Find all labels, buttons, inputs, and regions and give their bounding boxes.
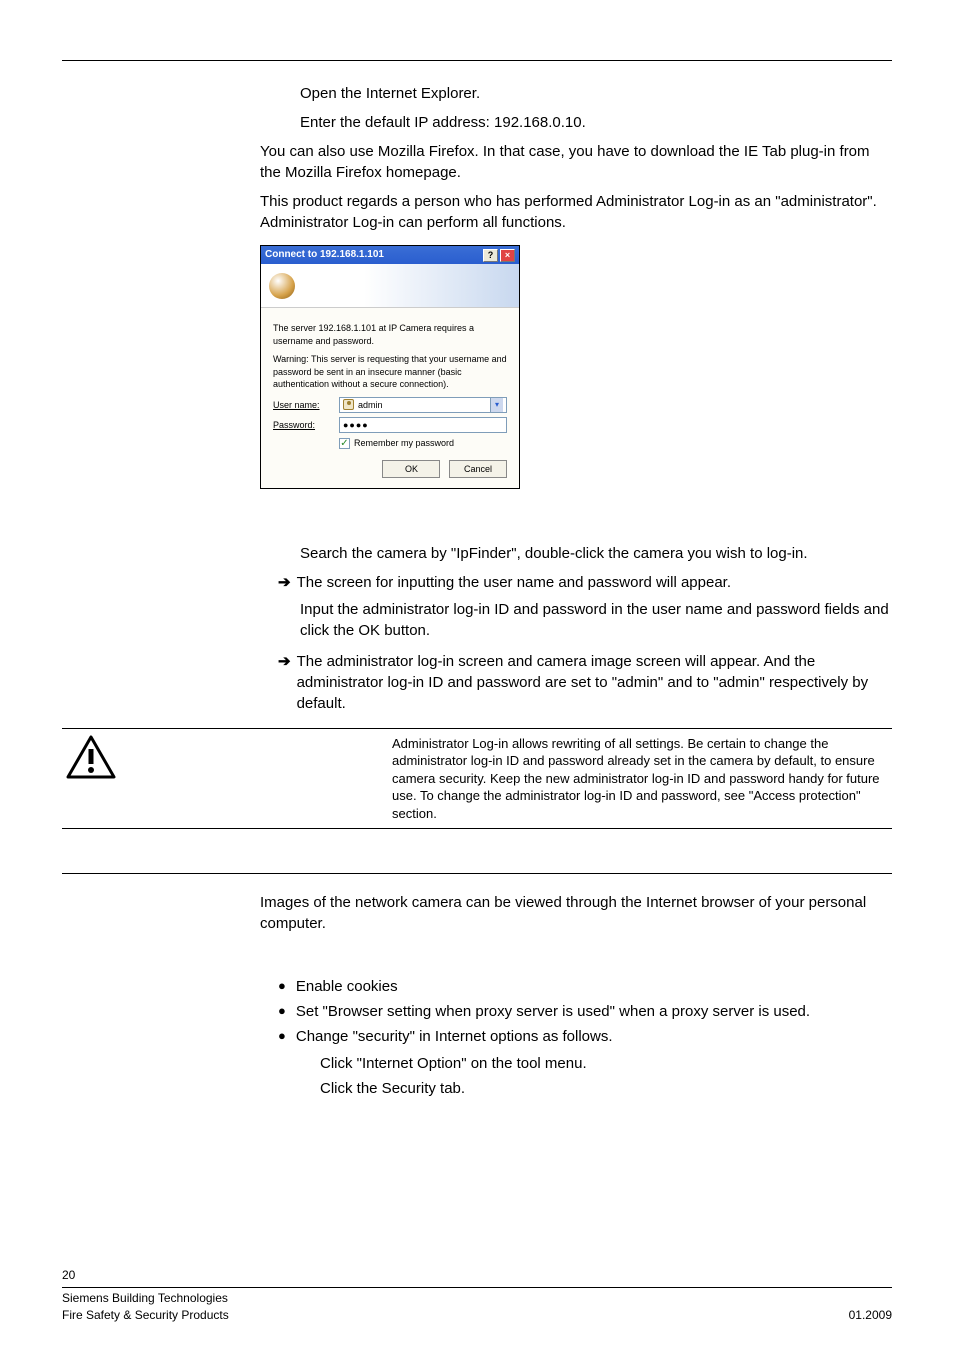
footer-line2-left: Fire Safety & Security Products [62,1307,229,1324]
sub-step-1: Click "Internet Option" on the tool menu… [320,1053,892,1074]
dialog-title-text: Connect to 192.168.1.101 [265,248,481,262]
arrow-text-2: The administrator log-in screen and came… [297,651,892,714]
arrow-icon: ➔ [278,651,291,672]
chevron-down-icon[interactable]: ▾ [490,398,503,412]
bullet-1: Enable cookies [296,976,398,997]
section-rule [62,873,892,874]
ok-button[interactable]: OK [382,460,440,478]
page-number: 20 [62,1267,892,1284]
step-enter-ip: Enter the default IP address: 192.168.0.… [300,112,892,133]
search-instr: Search the camera by "IpFinder", double-… [300,543,892,564]
remember-checkbox[interactable]: ✓ [339,438,350,449]
dialog-banner [261,264,519,308]
top-rule [62,60,892,61]
dialog-text-2: Warning: This server is requesting that … [273,353,507,391]
warning-icon [66,735,116,779]
admin-note: This product regards a person who has pe… [260,191,892,233]
password-field[interactable]: ●●●● [339,417,507,433]
keys-icon [269,273,295,299]
sub-step-2: Click the Security tab. [320,1078,892,1099]
remember-label: Remember my password [354,437,454,450]
footer-line1-left: Siemens Building Technologies [62,1290,228,1307]
arrow-text-1: The screen for inputting the user name a… [297,572,892,593]
close-icon[interactable]: × [500,249,515,262]
footer-rule [62,1287,892,1288]
firefox-note: You can also use Mozilla Firefox. In tha… [260,141,892,183]
username-label: User name: [273,399,339,412]
username-field[interactable]: admin ▾ [339,397,507,413]
bullet-2: Set "Browser setting when proxy server i… [296,1001,810,1022]
bullet-3: Change "security" in Internet options as… [296,1026,613,1047]
note-text: Administrator Log-in allows rewriting of… [260,735,892,823]
username-value: admin [358,399,490,412]
password-value: ●●●● [343,419,369,432]
bullet-icon: ● [278,976,286,997]
help-icon[interactable]: ? [483,249,498,262]
dialog-titlebar: Connect to 192.168.1.101 ? × [261,246,519,264]
user-icon [343,399,354,410]
section2-intro: Images of the network camera can be view… [260,892,892,934]
login-dialog: Connect to 192.168.1.101 ? × The server … [260,245,520,489]
bullet-icon: ● [278,1001,286,1022]
cancel-button[interactable]: Cancel [449,460,507,478]
step-open-ie: Open the Internet Explorer. [300,83,892,104]
input-instruction: Input the administrator log-in ID and pa… [300,599,892,641]
dialog-text-1: The server 192.168.1.101 at IP Camera re… [273,322,507,347]
footer-line2-right: 01.2009 [849,1307,892,1324]
arrow-icon: ➔ [278,572,291,593]
password-label: Password: [273,419,339,432]
bullet-icon: ● [278,1026,286,1047]
